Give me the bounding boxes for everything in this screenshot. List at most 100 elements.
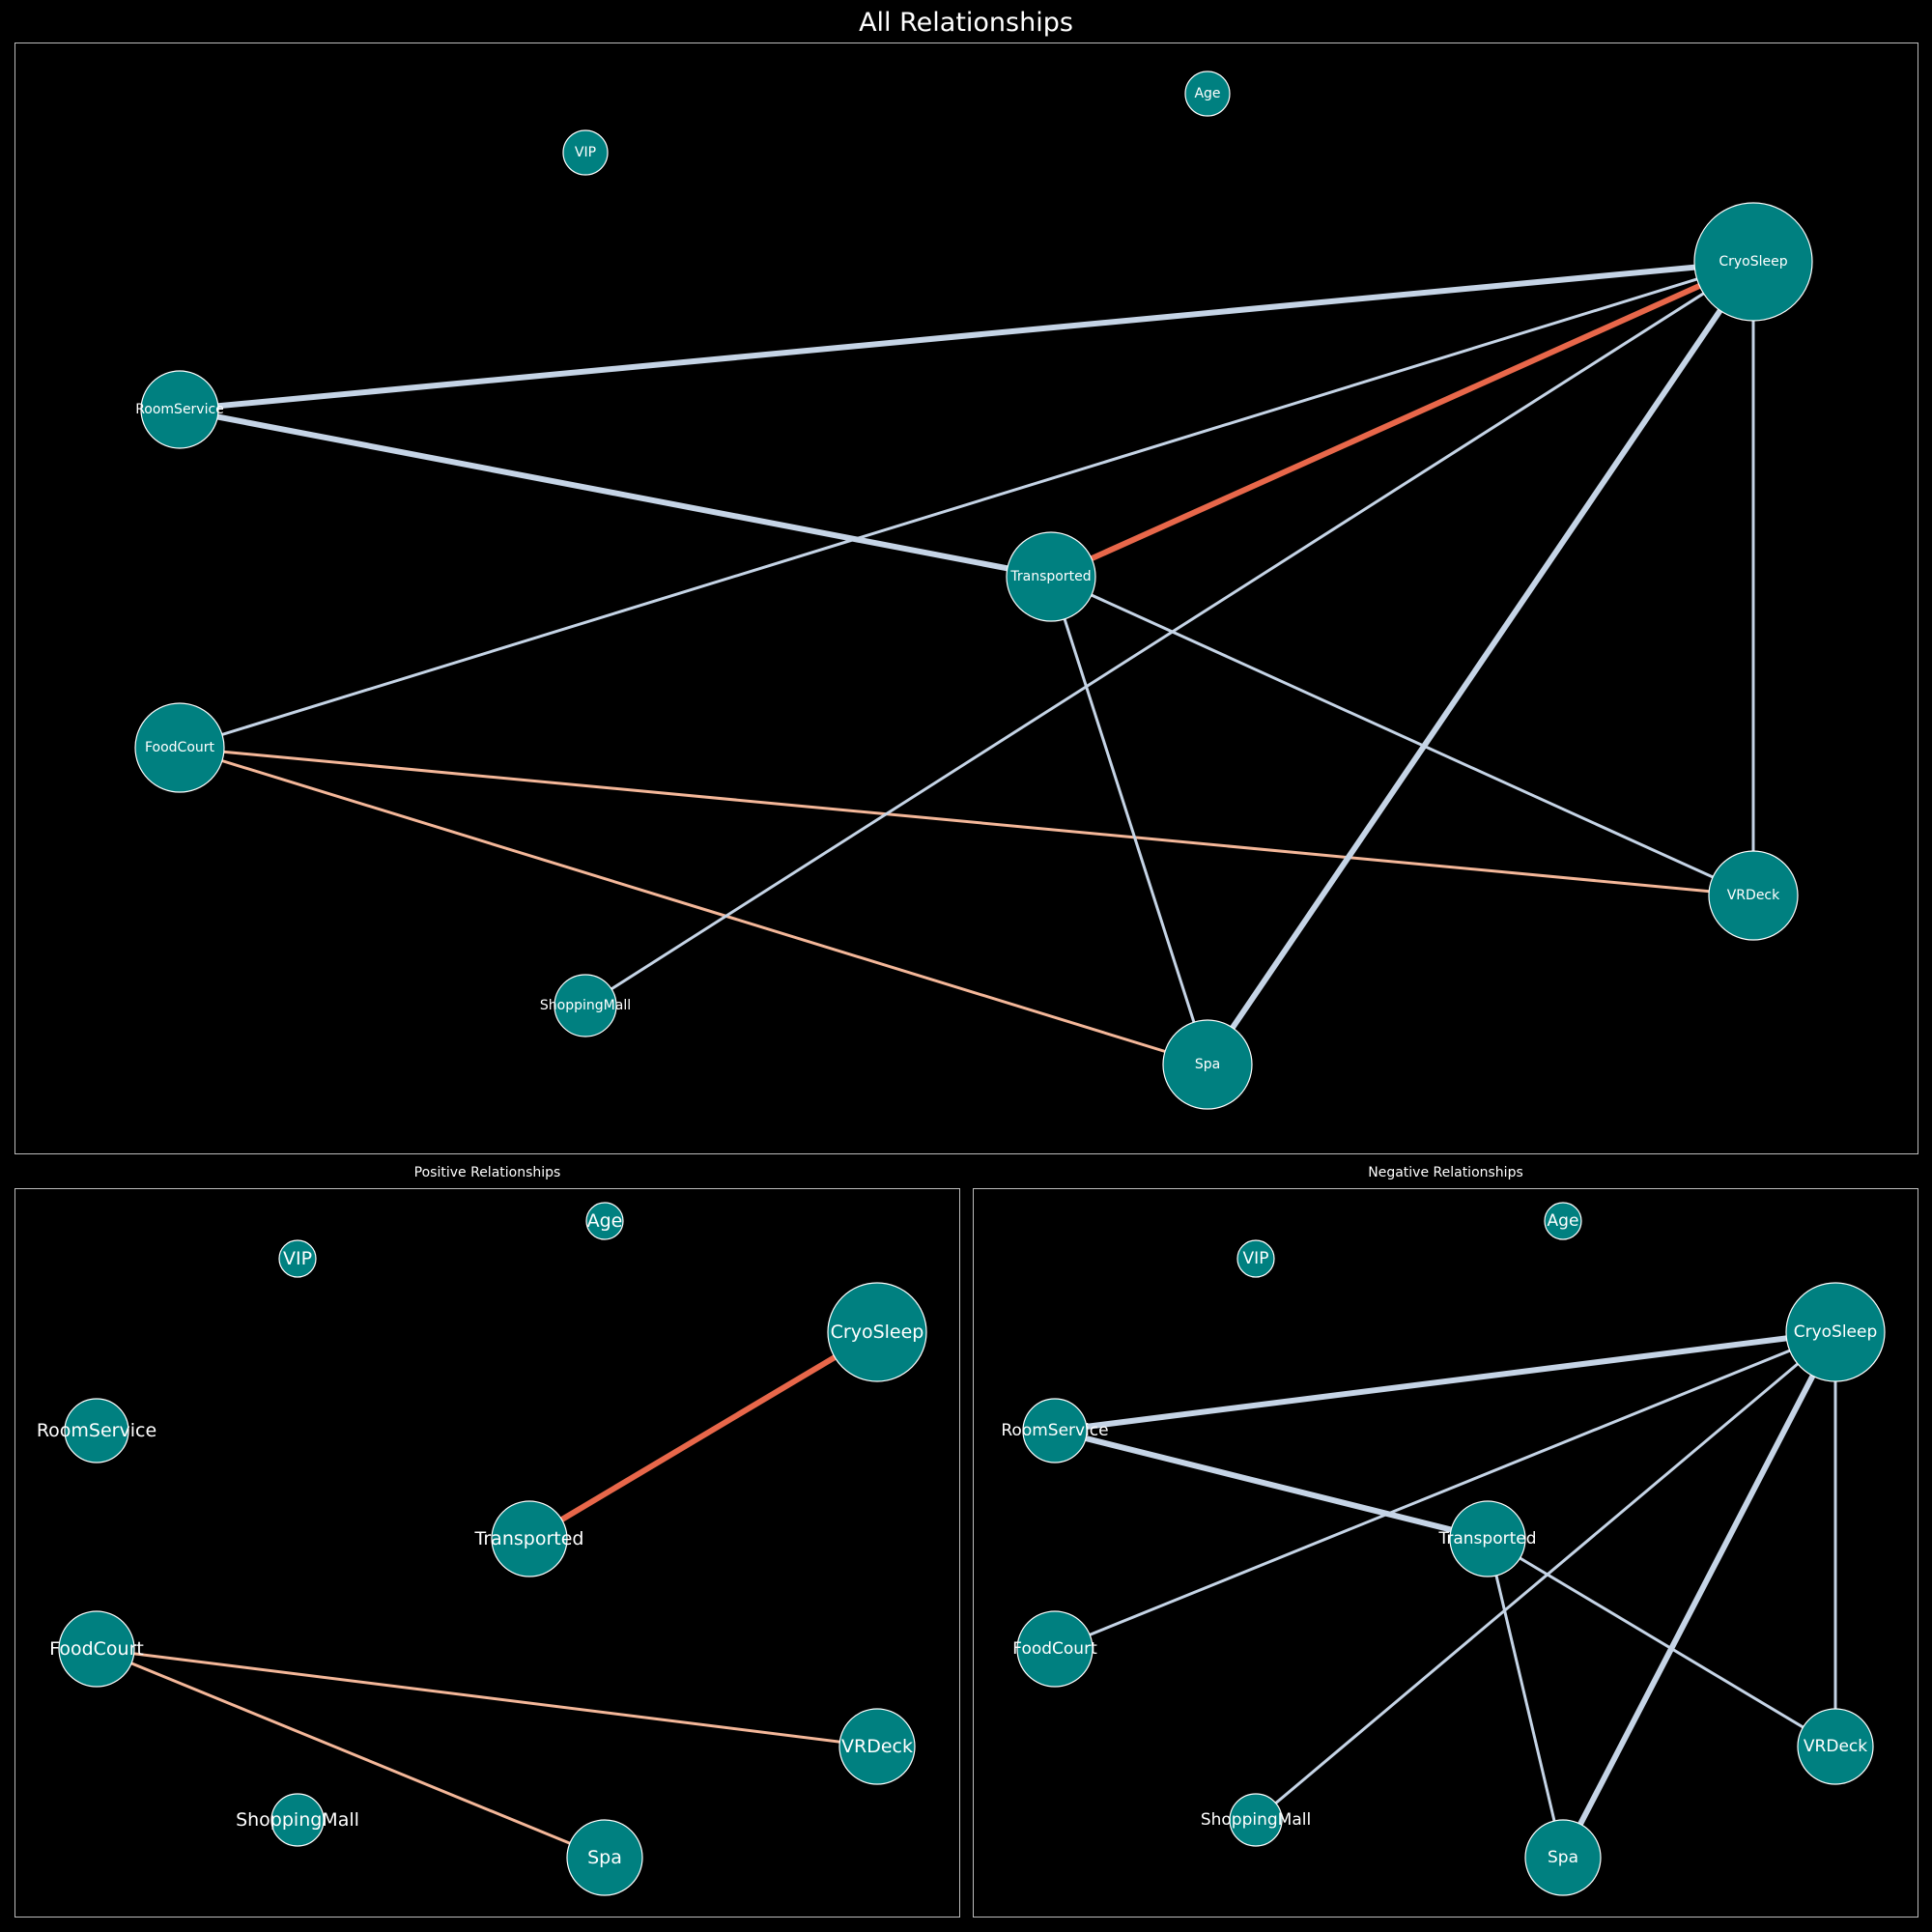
node-circle	[491, 1500, 568, 1577]
edge-cryosleep-shoppingmall	[584, 260, 1754, 1008]
node-circle	[1524, 1819, 1602, 1896]
edge-roomservice-transported	[1054, 1428, 1489, 1542]
node-roomservice: RoomService	[1001, 1398, 1109, 1463]
node-circle	[1449, 1500, 1526, 1577]
edge-cryosleep-roomservice	[179, 259, 1754, 412]
edge-cryosleep-spa	[1205, 260, 1756, 1066]
node-label: VRDeck	[1727, 888, 1780, 903]
main-title: All Relationships	[859, 8, 1073, 38]
node-cryosleep: CryoSleep	[1785, 1282, 1886, 1382]
node-label: Spa	[1195, 1057, 1220, 1072]
node-circle	[1544, 1202, 1582, 1240]
network-graph-positive: Age VIP CryoSleep RoomService Transported Foo…	[37, 1202, 927, 1896]
node-age: Age	[585, 1202, 624, 1240]
node-circle	[827, 1282, 927, 1382]
node-transported: Transported	[474, 1500, 584, 1577]
node-age: Age	[1184, 71, 1231, 117]
node-label: ShoppingMall	[236, 1809, 359, 1831]
node-circle	[1006, 531, 1096, 622]
node-spa: Spa	[1524, 1819, 1602, 1896]
node-label: VRDeck	[841, 1736, 913, 1757]
node-roomservice: RoomService	[135, 370, 224, 449]
node-transported: Transported	[1006, 531, 1096, 622]
network-graph-negative: Age VIP CryoSleep RoomService Transported Foo…	[1001, 1202, 1886, 1896]
node-circle	[58, 1610, 135, 1688]
edge-transported-spa	[1049, 576, 1209, 1065]
node-circle	[566, 1819, 643, 1896]
edge-foodcourt-vrdeck	[96, 1647, 878, 1748]
edge-cryosleep-roomservice	[1054, 1329, 1836, 1434]
node-label: CryoSleep	[831, 1321, 924, 1343]
node-label: VIP	[575, 145, 596, 160]
node-shoppingmall: ShoppingMall	[236, 1793, 359, 1847]
node-circle	[1022, 1398, 1088, 1463]
node-label: ShoppingMall	[540, 998, 631, 1013]
edge-cryosleep-foodcourt	[1054, 1330, 1836, 1651]
node-label: CryoSleep	[1719, 254, 1787, 270]
node-circle	[1708, 850, 1799, 941]
node-vip: VIP	[1236, 1239, 1275, 1278]
node-label: VIP	[1243, 1249, 1269, 1268]
edge-foodcourt-vrdeck	[179, 746, 1754, 897]
node-label: VRDeck	[1804, 1737, 1867, 1756]
node-cryosleep: CryoSleep	[827, 1282, 927, 1382]
node-circle	[134, 702, 225, 793]
edge-cryosleep-transported	[1049, 259, 1755, 580]
node-cryosleep: CryoSleep	[1693, 202, 1813, 322]
node-circle	[585, 1202, 624, 1240]
node-circle	[562, 129, 609, 176]
node-circle	[278, 1239, 317, 1278]
node-age: Age	[1544, 1202, 1582, 1240]
node-label: Age	[1548, 1211, 1579, 1231]
edge-cryosleep-transported	[527, 1329, 879, 1542]
node-circle	[838, 1708, 916, 1785]
panel-negative-title: Negative Relationships	[1368, 1165, 1523, 1180]
node-label: RoomService	[135, 402, 224, 417]
network-graph-all: Age VIP CryoSleep RoomService Transported Foo…	[134, 71, 1813, 1110]
node-label: Transported	[1437, 1529, 1536, 1548]
node-spa: Spa	[1162, 1019, 1253, 1110]
node-vrdeck: VRDeck	[1797, 1708, 1874, 1785]
edge-roomservice-transported	[179, 407, 1052, 580]
node-circle	[1229, 1793, 1283, 1847]
node-label: Age	[587, 1210, 623, 1232]
node-roomservice: RoomService	[37, 1398, 156, 1463]
node-label: ShoppingMall	[1201, 1810, 1311, 1830]
node-label: Transported	[474, 1528, 584, 1549]
node-label: Spa	[1548, 1848, 1578, 1867]
node-circle	[1797, 1708, 1874, 1785]
edge-transported-vrdeck	[1487, 1537, 1836, 1748]
node-label: Transported	[1009, 569, 1091, 584]
node-shoppingmall: ShoppingMall	[540, 974, 631, 1037]
node-transported: Transported	[1437, 1500, 1537, 1577]
node-label: FoodCourt	[145, 740, 215, 755]
node-circle	[270, 1793, 325, 1847]
node-label: FoodCourt	[1012, 1639, 1097, 1659]
node-label: CryoSleep	[1794, 1322, 1878, 1342]
node-circle	[1184, 71, 1231, 117]
node-label: Spa	[587, 1847, 622, 1868]
node-foodcourt: FoodCourt	[49, 1610, 144, 1688]
node-label: RoomService	[1001, 1421, 1108, 1440]
node-label: Age	[1194, 86, 1220, 101]
node-vip: VIP	[562, 129, 609, 176]
node-circle	[1785, 1282, 1886, 1382]
node-circle	[64, 1398, 129, 1463]
node-circle	[1016, 1610, 1094, 1688]
node-circle	[554, 974, 617, 1037]
edge-transported-vrdeck	[1050, 575, 1754, 897]
node-spa: Spa	[566, 1819, 643, 1896]
node-circle	[1236, 1239, 1275, 1278]
edge-transported-spa	[1486, 1538, 1565, 1859]
node-circle	[1693, 202, 1813, 322]
edge-cryosleep-shoppingmall	[1255, 1330, 1836, 1822]
node-foodcourt: FoodCourt	[134, 702, 225, 793]
node-label: FoodCourt	[49, 1638, 144, 1660]
node-foodcourt: FoodCourt	[1012, 1610, 1097, 1688]
edge-cryosleep-foodcourt	[179, 260, 1754, 750]
node-vip: VIP	[278, 1239, 317, 1278]
node-vrdeck: VRDeck	[1708, 850, 1799, 941]
edge-cryosleep-spa	[1560, 1330, 1838, 1860]
node-circle	[140, 370, 219, 449]
node-label: RoomService	[37, 1420, 156, 1441]
